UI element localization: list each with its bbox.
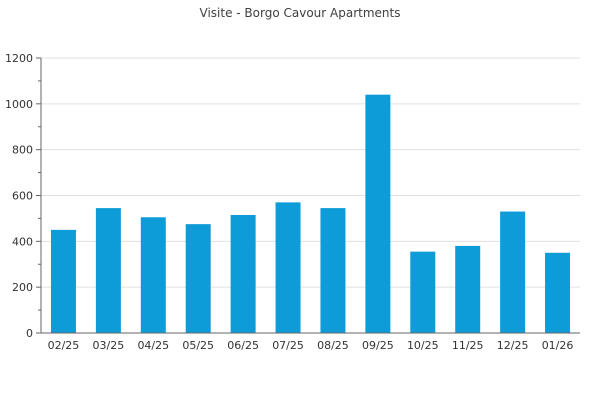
x-tick-label: 03/25	[93, 339, 125, 352]
bar-07/25	[275, 202, 301, 333]
bar-02/25	[50, 229, 76, 333]
bar-04/25	[140, 217, 166, 333]
y-tick-label: 200	[12, 281, 33, 294]
y-tick-label: 1000	[5, 98, 33, 111]
chart-title: Visite - Borgo Cavour Apartments	[199, 6, 401, 20]
bar-12/25	[500, 211, 526, 333]
x-tick-label: 09/25	[362, 339, 394, 352]
x-tick-label: 08/25	[317, 339, 349, 352]
x-tick-label: 02/25	[48, 339, 80, 352]
x-tick-label: 06/25	[227, 339, 259, 352]
y-tick-label: 1200	[5, 52, 33, 65]
x-tick-label: 01/26	[542, 339, 574, 352]
y-tick-label: 400	[12, 235, 33, 248]
bar-03/25	[95, 208, 121, 333]
bar-10/25	[410, 251, 436, 333]
bar-09/25	[365, 94, 391, 334]
x-tick-label: 12/25	[497, 339, 529, 352]
bar-06/25	[230, 214, 256, 333]
x-tick-label: 05/25	[182, 339, 214, 352]
x-tick-label: 07/25	[272, 339, 304, 352]
x-tick-label: 11/25	[452, 339, 484, 352]
bar-11/25	[455, 245, 481, 333]
bar-01/26	[545, 252, 571, 333]
y-tick-label: 800	[12, 144, 33, 157]
x-tick-label: 10/25	[407, 339, 439, 352]
y-tick-label: 0	[26, 327, 33, 340]
y-tick-label: 600	[12, 190, 33, 203]
bar-05/25	[185, 224, 211, 333]
bar-08/25	[320, 208, 346, 333]
x-tick-label: 04/25	[137, 339, 169, 352]
